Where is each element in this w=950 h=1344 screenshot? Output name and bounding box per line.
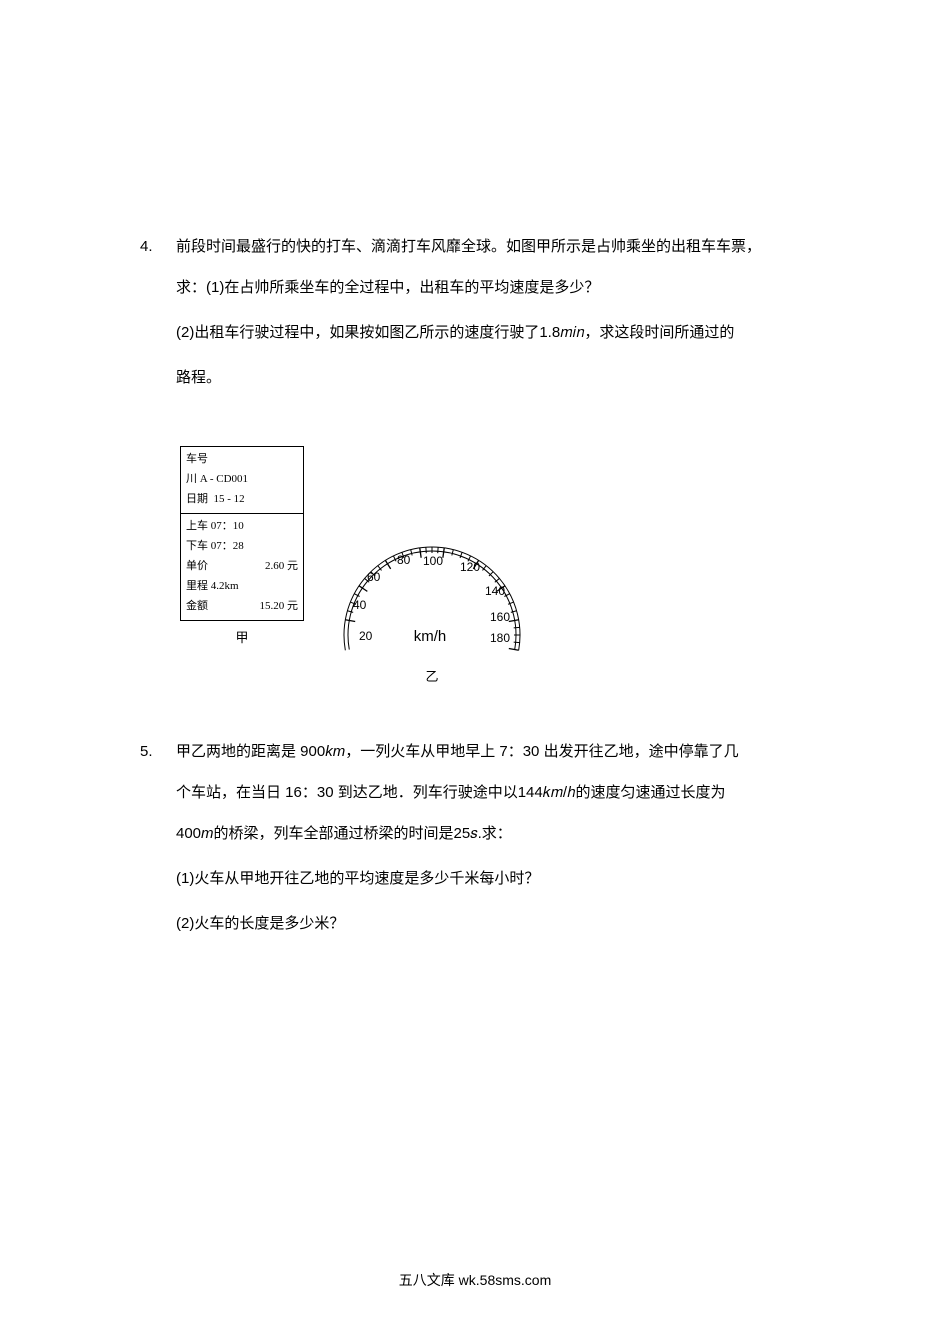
text-fragment: 400 <box>176 825 201 842</box>
svg-text:80: 80 <box>397 553 411 567</box>
problem-text: 400m的桥梁，列车全部通过桥梁的时间是25𝑠.求： <box>176 817 840 850</box>
problem-text: (2)出租车行驶过程中，如果按如图乙所示的速度行驶了1.8𝑚𝑖𝑛，求这段时间所通… <box>176 316 840 349</box>
receipt-label: 单价 <box>186 557 208 577</box>
receipt-row: 下车 07：28 <box>186 537 298 557</box>
receipt-row: 上车 07：10 <box>186 517 298 537</box>
receipt-label: 日期 <box>186 490 208 510</box>
problem-4: 4. 前段时间最盛行的快的打车、滴滴打车风靡全球。如图甲所示是占帅乘坐的出租车车… <box>140 230 840 406</box>
taxi-receipt: 车号 川 A - CD001 日期 15 - 12 上车 07：10 下车 07… <box>180 446 304 621</box>
receipt-value: 2.60 元 <box>265 557 298 577</box>
speedometer-icon: 20 4060 80 100 120 140 160 180 km/h <box>332 490 532 660</box>
svg-text:20: 20 <box>359 629 373 643</box>
problem-body: 前段时间最盛行的快的打车、滴滴打车风靡全球。如图甲所示是占帅乘坐的出租车车票， … <box>176 230 840 406</box>
text-fragment: 求： <box>482 825 512 842</box>
svg-text:km/h: km/h <box>414 628 447 645</box>
svg-text:140: 140 <box>485 584 505 598</box>
page-footer: 五八文库 wk.58sms.com <box>0 1270 950 1290</box>
problem-text: (1)火车从甲地开往乙地的平均速度是多少千米每小时？ <box>176 862 840 895</box>
svg-text:160: 160 <box>490 610 510 624</box>
problem-text: 甲乙两地的距离是 900km，一列火车从甲地早上 7：30 出发开往乙地，途中停… <box>176 735 840 768</box>
page-content: 4. 前段时间最盛行的快的打车、滴滴打车风靡全球。如图甲所示是占帅乘坐的出租车车… <box>140 230 840 992</box>
unit-text: km <box>325 743 345 760</box>
figure-caption: 乙 <box>332 666 532 685</box>
problem-text: (2)火车的长度是多少米？ <box>176 907 840 940</box>
problem-body: 甲乙两地的距离是 900km，一列火车从甲地早上 7：30 出发开往乙地，途中停… <box>176 735 840 952</box>
receipt-row: 金额 15.20 元 <box>186 597 298 617</box>
problem-number: 4. <box>140 230 176 263</box>
text-fragment: ，求这段时间所通过的 <box>584 324 734 341</box>
text-fragment: ，一列火车从甲地早上 7：30 出发开往乙地，途中停靠了几 <box>345 743 738 760</box>
receipt-value: 15.20 元 <box>260 597 299 617</box>
receipt-row: 里程 4.2km <box>186 577 298 597</box>
svg-text:120: 120 <box>460 560 480 574</box>
math-text: 1.8𝑚𝑖𝑛 <box>539 324 584 341</box>
gauge-figure: 20 4060 80 100 120 140 160 180 km/h 乙 <box>332 490 532 685</box>
svg-text:100: 100 <box>423 554 443 568</box>
math-text: 25𝑠. <box>454 825 482 842</box>
receipt-row: 车号 <box>186 450 298 470</box>
problem-text: 前段时间最盛行的快的打车、滴滴打车风靡全球。如图甲所示是占帅乘坐的出租车车票， <box>176 230 840 263</box>
problem-number: 5. <box>140 735 176 768</box>
receipt-label: 下车 <box>186 537 208 557</box>
text-fragment: (2)出租车行驶过程中，如果按如图乙所示的速度行驶了 <box>176 324 539 341</box>
text-fragment: 个车站，在当日 16：30 到达乙地．列车行驶途中以 <box>176 784 518 801</box>
svg-text:180: 180 <box>490 631 510 645</box>
receipt-label: 上车 <box>186 517 208 537</box>
receipt-value: 07：28 <box>211 537 244 557</box>
receipt-row: 川 A - CD001 <box>186 470 298 490</box>
problem-text: 路程。 <box>176 361 840 394</box>
text-fragment: 甲乙两地的距离是 900 <box>176 743 325 760</box>
unit-text: m <box>201 825 214 842</box>
receipt-value: 4.2km <box>211 577 239 597</box>
receipt-bottom: 上车 07：10 下车 07：28 单价 2.60 元 里程 4.2km 金额 15… <box>181 514 303 620</box>
receipt-value: 川 A - CD001 <box>186 470 248 490</box>
text-fragment: 的桥梁，列车全部通过桥梁的时间是 <box>214 825 454 842</box>
text-fragment: 的速度匀速通过长度为 <box>575 784 725 801</box>
receipt-label: 金额 <box>186 597 208 617</box>
problem-5: 5. 甲乙两地的距离是 900km，一列火车从甲地早上 7：30 出发开往乙地，… <box>140 735 840 952</box>
receipt-label: 里程 <box>186 577 208 597</box>
receipt-value: 07：10 <box>211 517 244 537</box>
figure-row: 车号 川 A - CD001 日期 15 - 12 上车 07：10 下车 07… <box>180 446 840 685</box>
receipt-row: 日期 15 - 12 <box>186 490 298 510</box>
receipt-value: 15 - 12 <box>214 490 245 510</box>
problem-text: 个车站，在当日 16：30 到达乙地．列车行驶途中以144𝑘𝑚/ℎ的速度匀速通过… <box>176 776 840 809</box>
svg-text:40: 40 <box>353 598 367 612</box>
svg-text:60: 60 <box>367 570 381 584</box>
receipt-row: 单价 2.60 元 <box>186 557 298 577</box>
receipt-label: 车号 <box>186 450 208 470</box>
receipt-figure: 车号 川 A - CD001 日期 15 - 12 上车 07：10 下车 07… <box>180 446 304 646</box>
receipt-top: 车号 川 A - CD001 日期 15 - 12 <box>181 447 303 514</box>
math-text: 144𝑘𝑚/ℎ <box>518 784 576 801</box>
problem-text: 求：(1)在占帅所乘坐车的全过程中，出租车的平均速度是多少？ <box>176 271 840 304</box>
figure-caption: 甲 <box>180 627 304 646</box>
